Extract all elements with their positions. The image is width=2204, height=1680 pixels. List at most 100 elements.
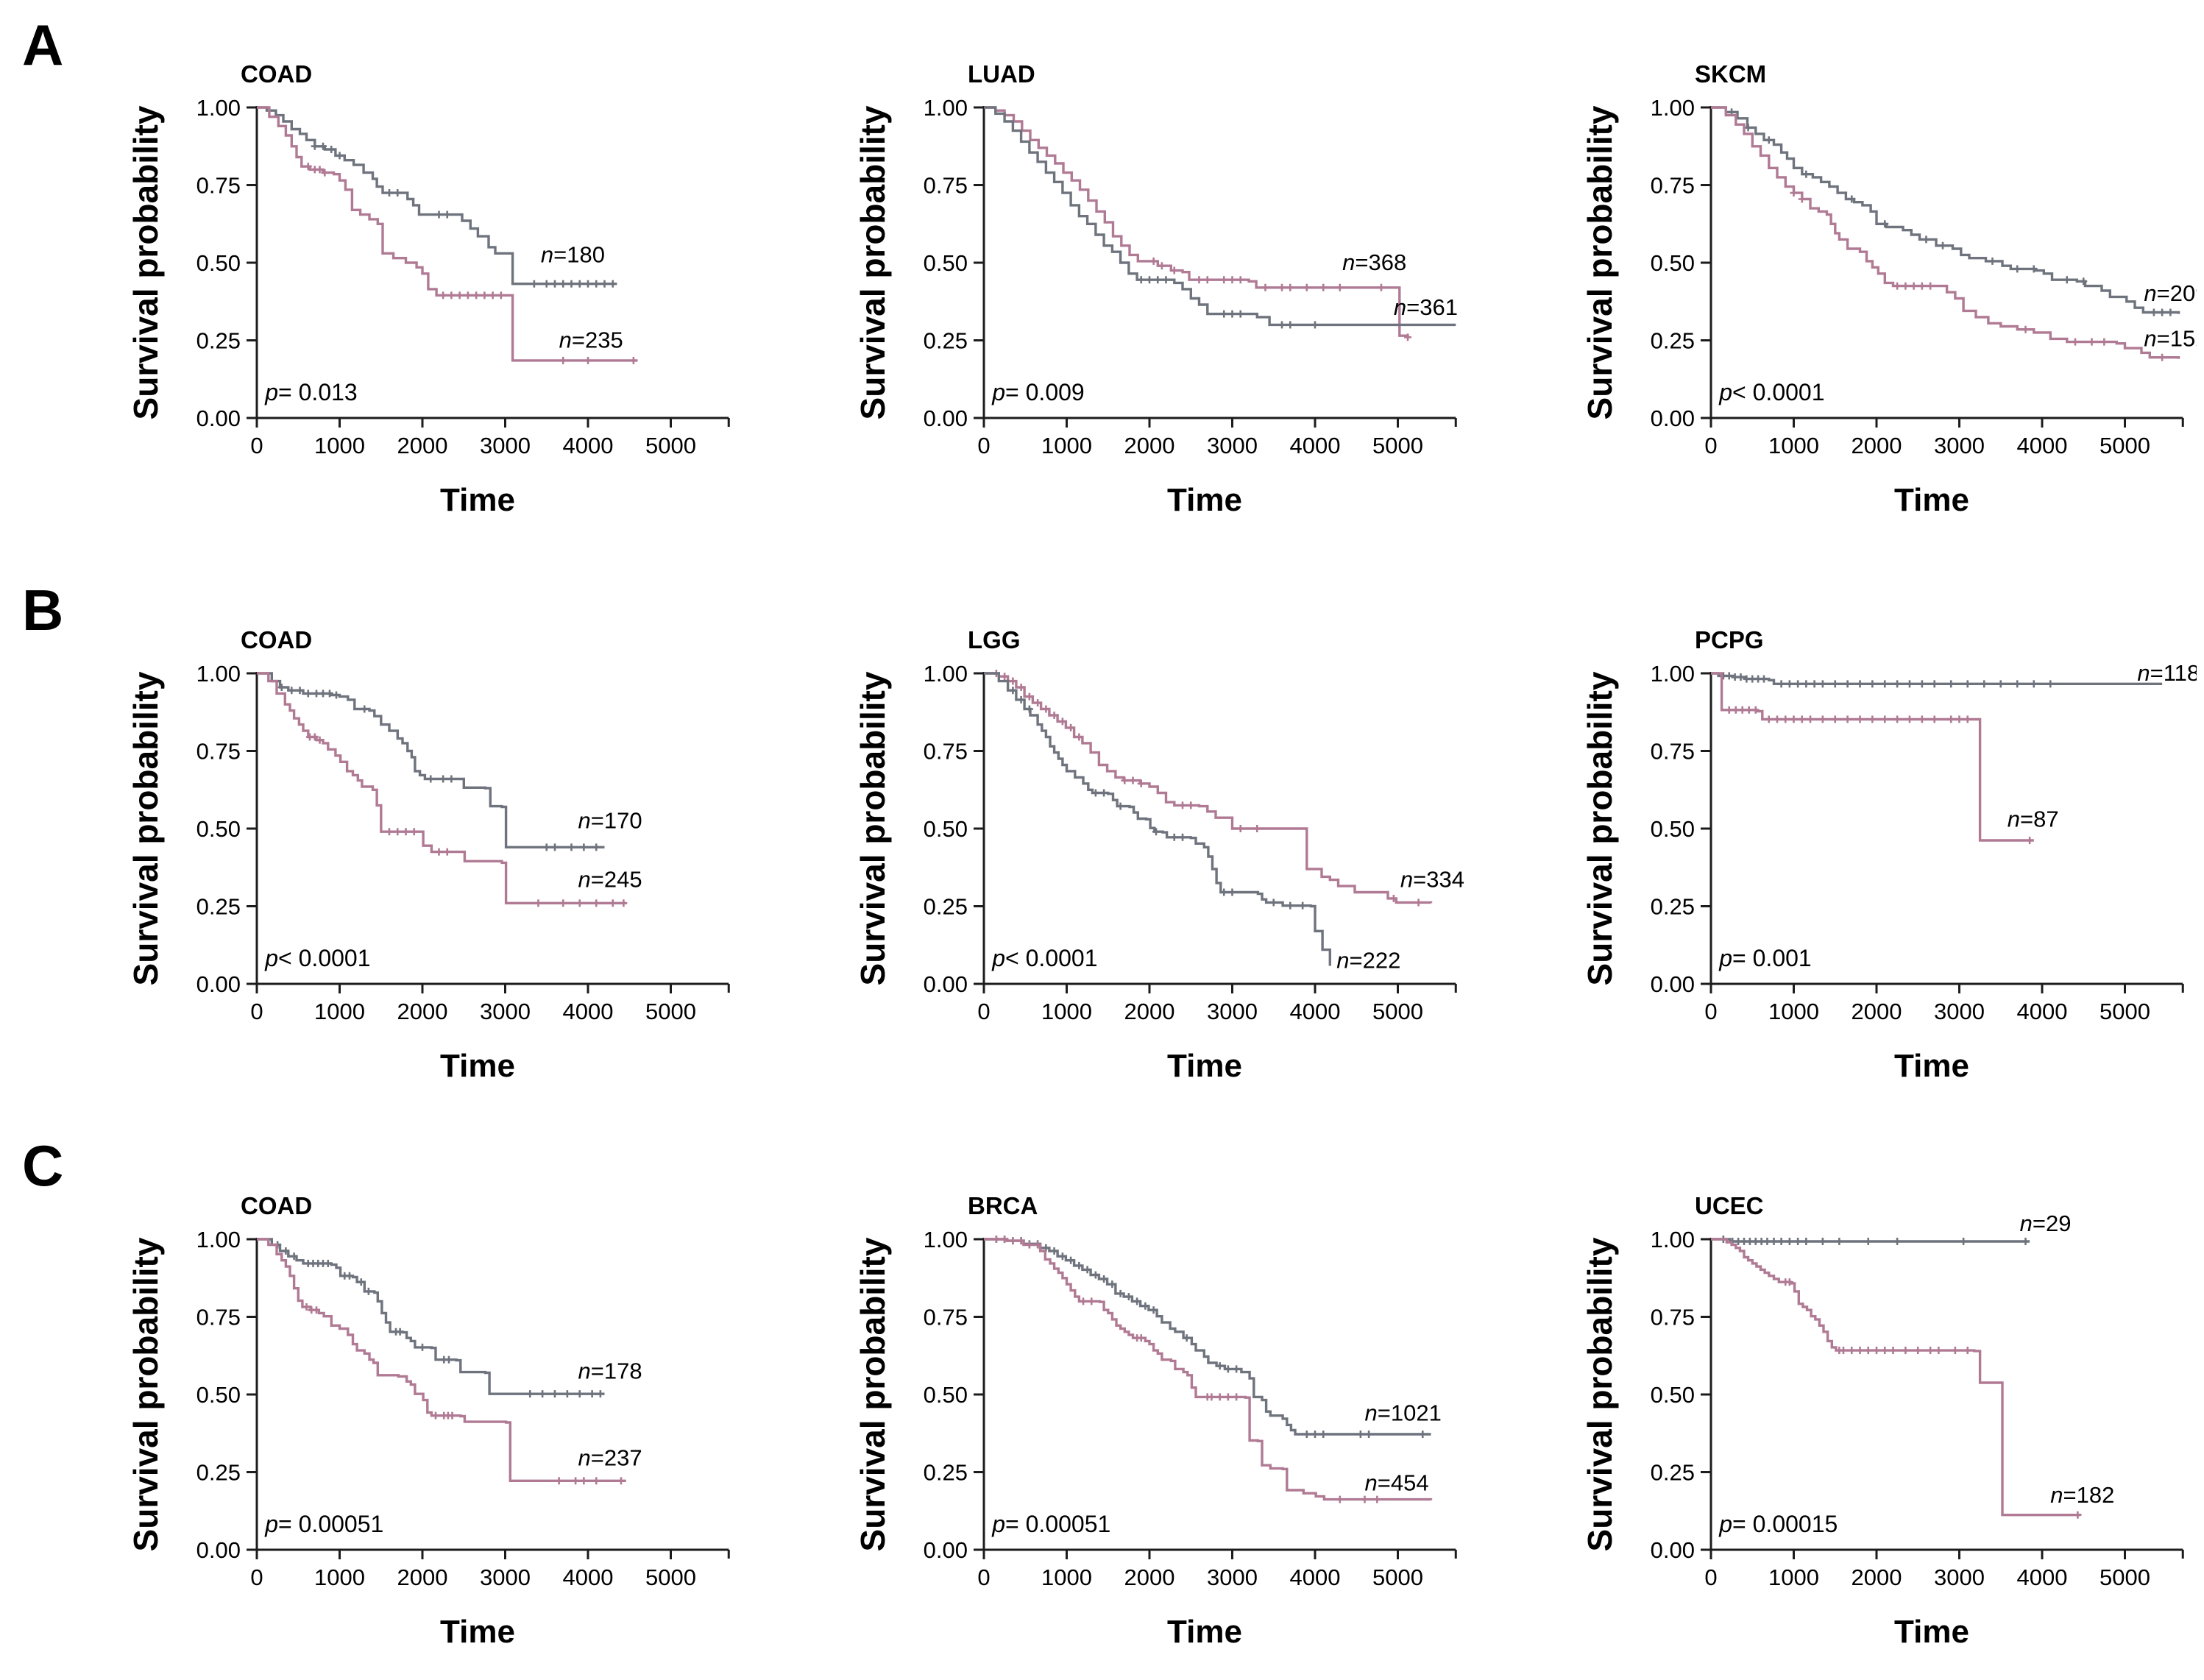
n-count-label-gray: n=209 (2144, 280, 2197, 306)
y-tick-label: 0.00 (924, 971, 968, 997)
survival-curve-gray (1711, 106, 2180, 314)
x-tick-label: 0 (977, 433, 990, 458)
y-tick-label: 0.50 (196, 1382, 241, 1408)
y-tick-label: 0.50 (924, 250, 968, 276)
x-axis-label: Time (1167, 1614, 1242, 1650)
y-tick-label: 0.50 (196, 250, 241, 276)
km-plot-C-BRCA: BRCA Survival probability Time 0 1000 2000 300… (734, 1132, 1470, 1676)
y-tick-label: 0.00 (1651, 971, 1695, 997)
n-count-label-pink: n=454 (1365, 1470, 1429, 1495)
censor-marks-pink (304, 163, 637, 364)
x-tick-label: 4000 (2017, 1564, 2068, 1590)
x-tick-label: 5000 (645, 433, 696, 458)
y-tick-label: 1.00 (196, 95, 241, 121)
x-tick-label: 0 (977, 999, 990, 1024)
y-tick-label: 0.25 (1651, 1460, 1695, 1486)
panel-letter-A: A (22, 13, 64, 77)
km-plot-canvas: COAD Survival probability Time 0 1000 2000 300… (127, 60, 730, 518)
km-plot-canvas: BRCA Survival probability Time 0 1000 2000 300… (854, 1192, 1457, 1650)
y-tick-label: 1.00 (924, 95, 968, 121)
x-tick-label: 3000 (480, 1564, 531, 1590)
y-tick-label: 0.00 (924, 405, 968, 431)
y-axis-label: Survival probability (854, 1237, 892, 1551)
censor-marks-pink (1790, 189, 2166, 361)
x-tick-label: 1000 (1768, 999, 1819, 1024)
y-tick-label: 0.75 (196, 173, 241, 199)
axes (974, 106, 1457, 428)
plot-title: COAD (241, 60, 312, 88)
x-tick-label: 5000 (2100, 433, 2150, 458)
km-plot-canvas: UCEC Survival probability Time 0 1000 2000 300… (1581, 1192, 2184, 1650)
censor-marks-pink (1782, 1278, 2082, 1519)
n-count-label-pink: n=368 (1342, 249, 1406, 275)
x-tick-label: 5000 (1372, 999, 1423, 1024)
y-tick-label: 0.25 (1651, 894, 1695, 920)
plot-title: PCPG (1695, 626, 1764, 653)
plot-title: SKCM (1695, 60, 1766, 88)
x-tick-label: 2000 (1852, 999, 1902, 1024)
x-tick-label: 4000 (2017, 999, 2068, 1024)
y-tick-label: 0.00 (924, 1537, 968, 1563)
x-tick-label: 1000 (314, 1564, 365, 1590)
x-tick-label: 0 (250, 433, 263, 458)
y-tick-label: 0.75 (1651, 739, 1695, 765)
censor-marks-gray (1719, 1236, 2030, 1245)
n-count-label-gray: n=29 (2020, 1211, 2072, 1236)
y-tick-label: 1.00 (924, 1227, 968, 1252)
n-count-label-gray: n=170 (578, 807, 642, 833)
km-plot-C-COAD: COAD Survival probability Time 0 1000 2000 300… (7, 1132, 743, 1676)
y-tick-label: 0.25 (196, 894, 241, 920)
x-tick-label: 1000 (1768, 1564, 1819, 1590)
n-count-label-pink: n=334 (1400, 867, 1464, 893)
x-tick-label: 4000 (1290, 999, 1341, 1024)
survival-curve-gray (257, 106, 617, 286)
km-plot-A-COAD: COAD Survival probability Time 0 1000 2000 300… (7, 0, 743, 545)
censor-marks-pink (1149, 257, 1411, 341)
x-tick-label: 3000 (480, 999, 531, 1024)
axes (247, 672, 730, 993)
x-axis-label: Time (440, 482, 515, 518)
y-tick-label: 0.75 (924, 173, 968, 199)
y-tick-label: 0.00 (196, 405, 241, 431)
p-value-label: p= 0.009 (991, 379, 1084, 405)
x-tick-label: 3000 (1207, 433, 1258, 458)
plot-title: COAD (241, 626, 312, 653)
x-tick-label: 2000 (1852, 433, 1902, 458)
y-axis-label: Survival probability (1581, 105, 1619, 419)
x-tick-label: 4000 (1290, 1564, 1341, 1590)
x-tick-label: 0 (1704, 1564, 1717, 1590)
censor-marks-gray (1137, 276, 1319, 329)
survival-curve-pink (1711, 672, 2034, 842)
y-tick-label: 0.50 (196, 816, 241, 842)
y-tick-label: 0.75 (924, 739, 968, 765)
x-tick-label: 2000 (397, 999, 448, 1024)
y-tick-label: 1.00 (1651, 661, 1695, 687)
y-tick-label: 1.00 (1651, 95, 1695, 121)
x-tick-label: 3000 (1207, 999, 1258, 1024)
n-count-label-gray: n=361 (1394, 294, 1458, 320)
y-tick-label: 0.50 (1651, 1382, 1695, 1408)
x-tick-label: 1000 (314, 433, 365, 458)
p-value-label: p< 0.0001 (1718, 379, 1824, 405)
y-tick-label: 0.50 (1651, 816, 1695, 842)
y-axis-label: Survival probability (854, 105, 892, 419)
censor-marks-gray (1009, 687, 1307, 910)
x-tick-label: 4000 (2017, 433, 2068, 458)
y-axis-label: Survival probability (127, 671, 165, 985)
survival-curve-pink (257, 106, 638, 362)
axes (1701, 672, 2184, 993)
x-tick-label: 5000 (2100, 999, 2150, 1024)
y-tick-label: 0.25 (196, 1460, 241, 1486)
y-tick-label: 0.50 (924, 1382, 968, 1408)
x-axis-label: Time (1894, 482, 1969, 518)
y-tick-label: 0.75 (924, 1305, 968, 1330)
survival-curve-pink (1711, 106, 2180, 359)
p-value-label: p= 0.00051 (991, 1511, 1110, 1537)
axes (247, 1238, 730, 1559)
x-tick-label: 2000 (1852, 1564, 1902, 1590)
plot-title: UCEC (1695, 1192, 1764, 1219)
km-plot-canvas: COAD Survival probability Time 0 1000 2000 300… (127, 1192, 730, 1650)
x-tick-label: 0 (1704, 999, 1717, 1024)
x-tick-label: 5000 (645, 999, 696, 1024)
censor-marks-gray (992, 1236, 1427, 1439)
